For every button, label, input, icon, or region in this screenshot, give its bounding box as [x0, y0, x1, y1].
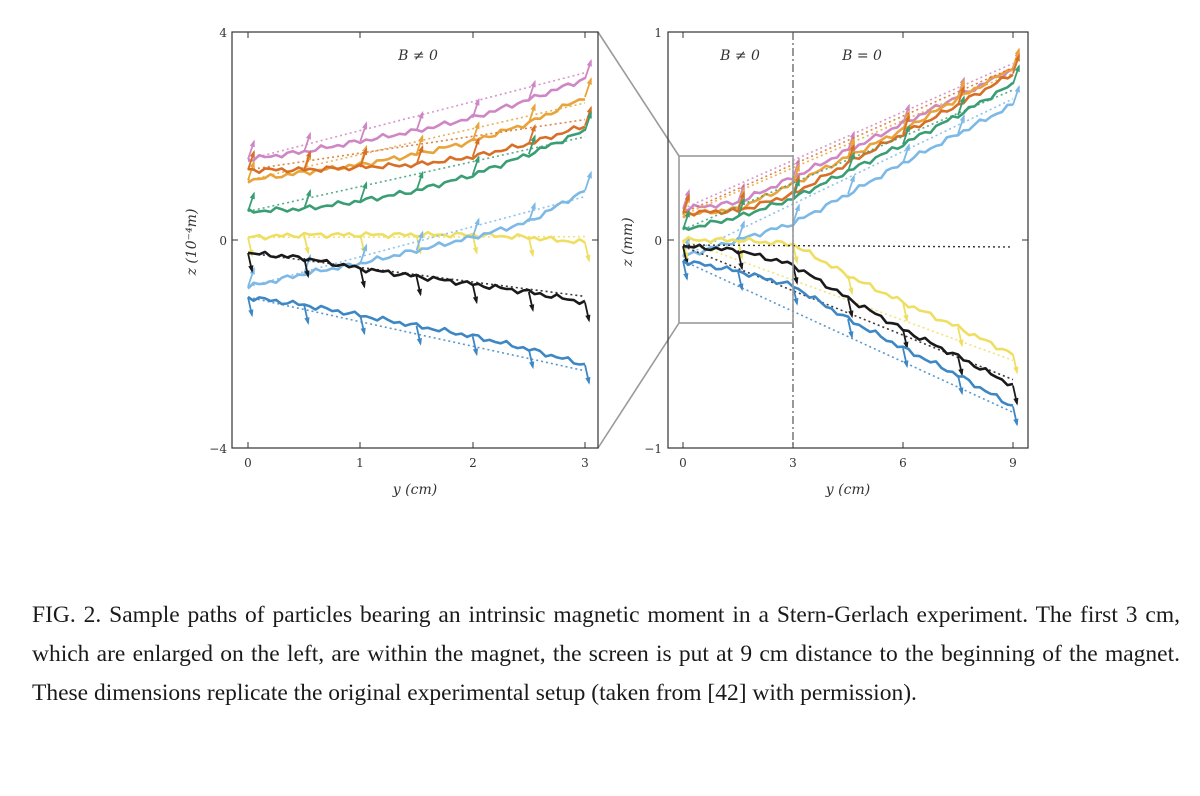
- left-spin-arrow-yellow: [529, 237, 534, 257]
- stern-gerlach-figure: 4 0 −4 0 1 2 3 y (cm) z (10⁻⁴m) B ≠ 0 1 …: [0, 0, 1200, 540]
- right-spin-arrow-blue: [903, 348, 908, 368]
- right-y-axis-label: z (mm): [620, 217, 636, 267]
- left-xtick-1: 1: [356, 456, 364, 470]
- right-trend-light_blue: [683, 99, 1013, 257]
- right-spin-arrow-blue: [958, 375, 963, 395]
- figure-caption: FIG. 2. Sample paths of particles bearin…: [32, 596, 1180, 713]
- left-xtick-3: 3: [581, 456, 589, 470]
- zoom-connector-bottom: [598, 323, 679, 448]
- left-trend-blue: [248, 297, 585, 371]
- left-spin-arrow-blue: [529, 349, 534, 369]
- right-spin-arrow-blue: [1013, 406, 1018, 426]
- left-panel: 4 0 −4 0 1 2 3 y (cm) z (10⁻⁴m) B ≠ 0: [184, 26, 598, 498]
- right-x-axis-label: y (cm): [825, 482, 870, 498]
- right-ytick-bottom: −1: [644, 442, 662, 456]
- right-path-black: [683, 245, 1013, 385]
- right-spin-arrow-black: [1013, 386, 1018, 406]
- left-spin-arrow-blue: [360, 315, 365, 335]
- right-trend-blue: [683, 261, 1013, 413]
- left-spin-arrow-blue: [304, 305, 309, 325]
- right-ytick-top: 1: [654, 26, 662, 40]
- right-path-orange: [683, 75, 1013, 216]
- left-spin-arrow-pink: [417, 111, 424, 131]
- left-ytick-mid: 0: [219, 234, 227, 248]
- right-spin-arrow-yellow: [1013, 354, 1018, 374]
- left-spin-arrow-light_blue: [585, 171, 592, 191]
- zoom-connector-top: [598, 32, 679, 156]
- right-panel: 1 0 −1 0 3 6 9 y (cm) z (mm) B ≠ 0 B = 0: [620, 26, 1028, 498]
- left-ytick-bottom: −4: [209, 442, 227, 456]
- left-region-label: B ≠ 0: [397, 48, 438, 64]
- left-y-axis-label: z (10⁻⁴m): [184, 209, 200, 277]
- left-spin-arrow-pink: [304, 132, 311, 152]
- left-spin-arrow-blue: [585, 365, 590, 385]
- left-spin-arrow-pink: [585, 59, 592, 79]
- right-xtick-9: 9: [1009, 456, 1017, 470]
- left-spin-arrow-black: [585, 302, 590, 322]
- left-trend-green: [248, 137, 585, 212]
- right-path-blue: [683, 261, 1013, 406]
- left-xtick-0: 0: [244, 456, 252, 470]
- left-spin-arrow-black: [529, 292, 534, 312]
- left-spin-arrow-black: [417, 276, 422, 296]
- right-xtick-6: 6: [899, 456, 907, 470]
- left-spin-arrow-black: [473, 284, 478, 304]
- right-spin-arrow-light_blue: [1013, 85, 1020, 105]
- left-path-orange: [248, 127, 585, 173]
- right-ytick-mid: 0: [654, 234, 662, 248]
- right-xtick-0: 0: [679, 456, 687, 470]
- right-path-light_blue: [683, 105, 1013, 257]
- right-region-label-magnet: B ≠ 0: [719, 48, 760, 64]
- right-paths: [683, 48, 1020, 427]
- right-spin-arrow-blue: [738, 271, 743, 291]
- left-ytick-top: 4: [219, 26, 227, 40]
- left-path-blue: [248, 297, 585, 365]
- left-spin-arrow-green: [248, 192, 255, 212]
- left-xtick-2: 2: [469, 456, 477, 470]
- left-spin-arrow-black: [248, 253, 253, 273]
- right-trend-green: [683, 90, 1013, 230]
- left-spin-arrow-pink: [360, 121, 367, 141]
- right-xtick-3: 3: [789, 456, 797, 470]
- left-spin-arrow-yellow: [585, 243, 590, 263]
- left-paths: [248, 59, 592, 385]
- right-region-label-free: B = 0: [841, 48, 882, 64]
- left-x-axis-label: y (cm): [392, 482, 437, 498]
- left-spin-arrow-gold: [585, 77, 592, 97]
